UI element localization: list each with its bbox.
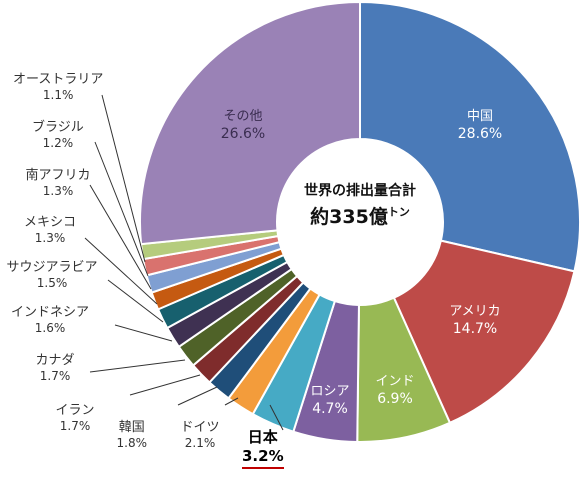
outside-label-name-7: イラン (55, 403, 95, 418)
outside-label-value-12: 1.3% (42, 184, 74, 199)
center-total-unit: トン (387, 205, 410, 219)
outside-label-5: ドイツ 2.1% (181, 420, 220, 451)
outside-label-value-6: 1.8% (116, 436, 148, 451)
inside-label-value-2: 6.9% (377, 391, 413, 407)
outside-label-value-10: 1.5% (36, 276, 68, 291)
leader-line-9 (114, 324, 173, 342)
inside-label-2: インド 6.9% (375, 374, 414, 407)
outside-label-name-10: サウジアラビア (6, 260, 98, 275)
leader-line-8 (89, 359, 186, 373)
center-title: 世界の排出量合計 (304, 183, 416, 199)
leader-line-4 (269, 404, 284, 431)
outside-label-value-4: 3.2% (242, 446, 284, 465)
slice-15 (139, 0, 361, 246)
inside-label-value-15: 26.6% (221, 126, 265, 142)
emphasis-underline (242, 466, 284, 469)
outside-label-8: カナダ 1.7% (36, 353, 75, 384)
outside-label-name-14: オーストラリア (13, 72, 104, 87)
inside-label-15: その他 26.6% (221, 109, 265, 142)
outside-label-11: メキシコ 1.3% (24, 215, 76, 246)
outside-label-name-11: メキシコ (24, 215, 77, 230)
outside-label-name-13: ブラジル (32, 120, 84, 135)
outside-label-name-6: 韓国 (118, 420, 145, 435)
slice-0 (359, 0, 581, 273)
outside-label-name-8: カナダ (35, 353, 75, 368)
outside-label-value-5: 2.1% (184, 436, 216, 451)
outside-label-7: イラン 1.7% (56, 403, 95, 434)
inside-label-3: ロシア 4.7% (310, 384, 349, 417)
outside-label-value-11: 1.3% (34, 231, 66, 246)
center-total-value: 約335億 (310, 206, 388, 228)
outside-label-6: 韓国 1.8% (117, 420, 148, 451)
inside-label-name-1: アメリカ (449, 304, 500, 319)
leader-line-5 (224, 397, 239, 406)
leader-line-14 (101, 94, 146, 263)
outside-label-12: 南アフリカ 1.3% (26, 168, 91, 199)
leader-line-10 (107, 279, 164, 323)
outside-label-13: ブラジル 1.2% (32, 120, 84, 151)
inside-label-name-15: その他 (223, 109, 262, 124)
leader-line-7 (129, 374, 201, 396)
leader-line-13 (94, 141, 149, 277)
outside-label-value-8: 1.7% (39, 369, 71, 384)
outside-label-14: オーストラリア 1.1% (13, 72, 103, 103)
center-total: 約335億トン (270, 202, 450, 229)
donut-center-label: 世界の排出量合計 約335億トン (270, 180, 450, 229)
outside-label-9: インドネシア 1.6% (11, 305, 89, 336)
inside-label-name-2: インド (375, 374, 414, 389)
outside-label-value-14: 1.1% (42, 88, 74, 103)
outside-label-value-7: 1.7% (59, 419, 91, 434)
inside-label-value-1: 14.7% (453, 321, 497, 337)
inside-label-name-3: ロシア (310, 384, 349, 399)
outside-label-name-9: インドネシア (11, 305, 90, 320)
slice-1 (392, 239, 576, 425)
inside-label-value-0: 28.6% (458, 126, 502, 142)
inside-label-1: アメリカ 14.7% (449, 304, 500, 337)
outside-label-name-5: ドイツ (180, 420, 220, 435)
outside-label-name-4: 日本 (247, 428, 278, 446)
outside-label-10: サウジアラビア 1.5% (7, 260, 98, 291)
inside-label-value-3: 4.7% (312, 401, 348, 417)
leader-line-11 (84, 237, 158, 305)
outside-label-name-12: 南アフリカ (25, 168, 91, 183)
leader-line-12 (89, 184, 152, 290)
leader-line-6 (177, 386, 218, 406)
inside-label-name-0: 中国 (467, 109, 493, 124)
inside-label-0: 中国 28.6% (458, 109, 502, 142)
outside-label-4: 日本 3.2% (242, 428, 284, 469)
outside-label-value-9: 1.6% (34, 321, 66, 336)
outside-label-value-13: 1.2% (42, 136, 74, 151)
